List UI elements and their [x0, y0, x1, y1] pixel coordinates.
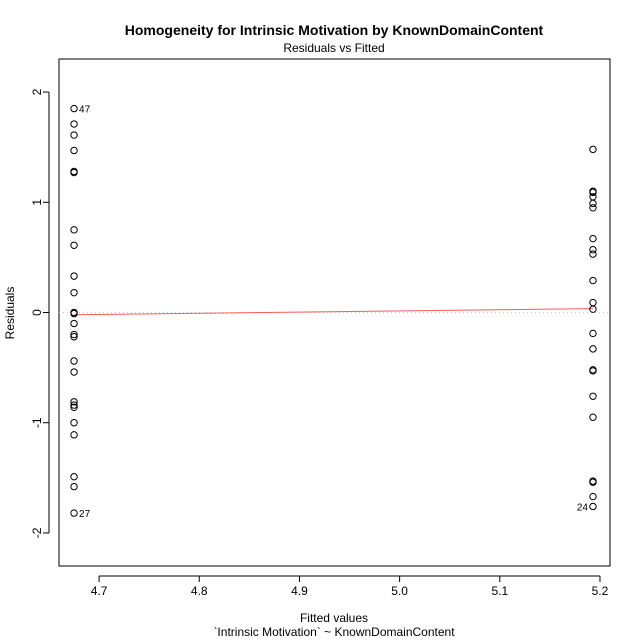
data-point [70, 272, 78, 280]
point-label: 27 [79, 509, 91, 520]
x-tick-label: 4.9 [291, 584, 308, 598]
y-tick-label: 0 [30, 309, 44, 316]
x-tick-label: 4.7 [91, 584, 108, 598]
y-tick-label: 1 [30, 199, 44, 206]
data-point [70, 226, 78, 234]
data-point [589, 188, 597, 197]
y-axis: -2 -1 0 1 2 [30, 88, 50, 538]
data-point [589, 392, 597, 400]
data-point [70, 357, 78, 365]
data-point [70, 288, 78, 297]
data-point [70, 333, 78, 341]
data-point [70, 131, 78, 139]
point-labels: 47 27 24 [79, 105, 588, 520]
x-tick-label: 4.8 [191, 584, 208, 598]
data-point [70, 368, 78, 376]
y-tick-label: -1 [30, 417, 44, 428]
chart-title: Homogeneity for Intrinsic Motivation by … [125, 22, 544, 38]
data-point [589, 492, 597, 501]
x-tick-label: 5.1 [491, 584, 508, 598]
data-point [70, 419, 78, 427]
data-point [589, 234, 597, 243]
data-point [70, 509, 78, 517]
data-point [70, 309, 78, 318]
data-point [70, 398, 78, 406]
data-point [589, 367, 597, 375]
x-tick-label: 5.2 [592, 584, 609, 598]
chart-subtitle: Residuals vs Fitted [283, 41, 384, 55]
data-point [70, 473, 78, 481]
x-tick-label: 5.0 [391, 584, 408, 598]
data-point [70, 168, 78, 177]
data-point [70, 330, 78, 339]
data-point [589, 276, 597, 285]
data-point [589, 345, 597, 353]
data-point [70, 319, 78, 328]
data-point [589, 413, 597, 421]
data-point [589, 250, 597, 258]
y-tick-label: 2 [30, 88, 44, 95]
y-axis-label: Residuals [3, 287, 17, 340]
data-point [589, 329, 597, 338]
data-point [589, 204, 597, 212]
data-point [589, 245, 597, 254]
data-point [589, 298, 597, 307]
x-axis: 4.7 4.8 4.9 5.0 5.1 5.2 [91, 575, 609, 598]
data-points [70, 104, 597, 517]
point-label: 24 [577, 502, 589, 513]
data-point [70, 401, 78, 409]
data-point [70, 104, 78, 113]
x-axis-formula-label: `Intrinsic Motivation` ~ KnownDomainCont… [213, 625, 455, 639]
y-tick-label: -2 [30, 527, 44, 538]
data-point [70, 120, 78, 128]
data-point [589, 502, 597, 511]
smooth-trend-line [74, 308, 593, 316]
point-label: 47 [79, 105, 91, 116]
data-point [589, 478, 597, 486]
x-axis-label: Fitted values [300, 611, 368, 625]
data-point [70, 241, 78, 249]
data-point [70, 431, 78, 439]
data-point [70, 146, 78, 155]
data-point [589, 305, 597, 313]
data-point [70, 482, 78, 491]
data-point [70, 403, 78, 411]
data-point [589, 199, 597, 208]
data-point [589, 145, 597, 154]
